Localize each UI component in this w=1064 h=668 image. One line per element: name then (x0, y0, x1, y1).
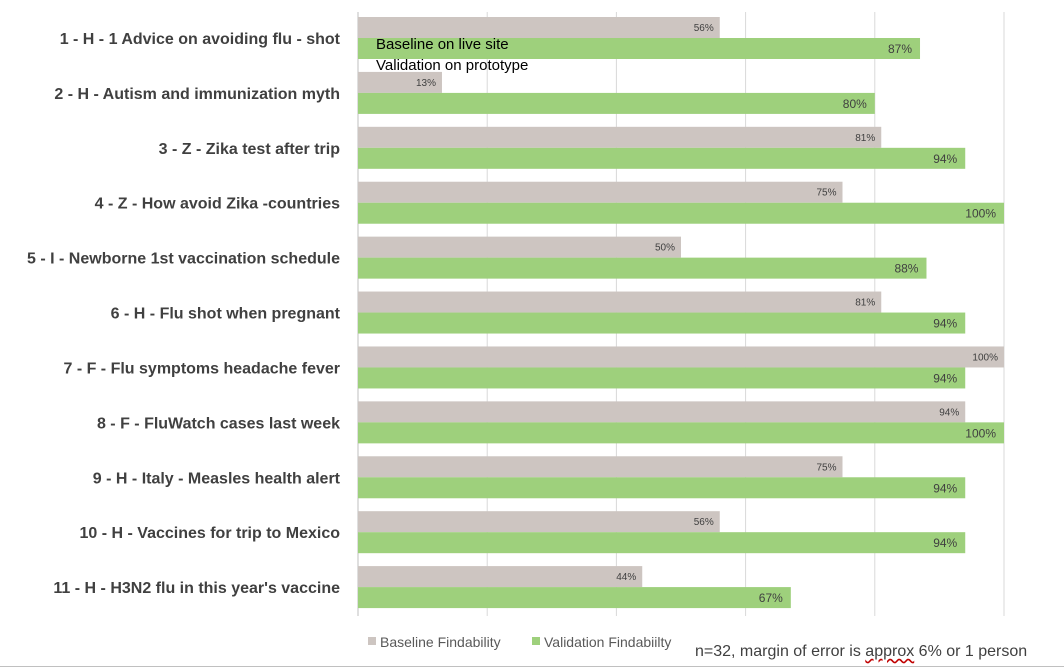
category-label: 5 - I - Newborne 1st vaccination schedul… (27, 251, 340, 268)
data-label-baseline: 13% (416, 78, 436, 89)
legend-swatch (532, 637, 540, 645)
category-label: 8 - F - FluWatch cases last week (97, 415, 340, 432)
data-label-validation: 94% (933, 536, 957, 550)
bar-validation (358, 38, 921, 59)
footnote-suffix: 6% or 1 person (914, 643, 1028, 660)
category-label: 7 - F - Flu symptoms headache fever (63, 360, 340, 377)
data-label-validation: 100% (965, 207, 996, 221)
bar-baseline (358, 401, 966, 423)
bars (358, 17, 1004, 609)
annotation-text: Baseline on live site (376, 36, 509, 53)
bar-validation (358, 587, 791, 609)
bar-baseline (358, 126, 882, 148)
bar-validation (358, 477, 966, 499)
data-label-baseline: 100% (972, 352, 998, 363)
data-label-validation: 80% (843, 97, 867, 111)
data-label-validation: 94% (933, 317, 957, 331)
data-label-baseline: 56% (694, 23, 714, 34)
legend-label: Baseline Findability (380, 634, 501, 650)
category-label: 4 - Z - How avoid Zika -countries (95, 196, 340, 213)
bar-validation (358, 312, 966, 334)
bar-baseline (358, 181, 843, 203)
data-label-validation: 94% (933, 481, 957, 495)
data-label-validation: 87% (888, 42, 912, 56)
data-label-baseline: 94% (939, 407, 959, 418)
bar-validation (358, 92, 875, 114)
annotation-text: Validation on prototype (376, 57, 528, 74)
category-label: 10 - H - Vaccines for trip to Mexico (79, 525, 340, 542)
category-label: 11 - H - H3N2 flu in this year's vaccine (53, 580, 340, 597)
annotations: Baseline on live site Validation on proto… (376, 36, 528, 74)
bar-validation (358, 367, 966, 389)
bar-validation (358, 202, 1004, 224)
footnote: n=32, margin of error is approx 6% or 1 … (695, 643, 1027, 661)
bar-baseline (358, 456, 843, 478)
bar-baseline (358, 17, 720, 38)
category-label: 2 - H - Autism and immunization myth (54, 86, 340, 103)
data-label-validation: 67% (759, 591, 783, 605)
bar-baseline (358, 511, 720, 533)
bar-validation (358, 257, 927, 279)
data-label-baseline: 75% (816, 188, 836, 199)
data-label-baseline: 81% (855, 133, 875, 144)
data-label-validation: 88% (894, 262, 918, 276)
footnote-underlined-word: approx (865, 643, 915, 660)
legend: Baseline Findability Validation Findabiil… (368, 634, 671, 650)
data-label-baseline: 50% (655, 243, 675, 254)
category-labels: 1 - H - 1 Advice on avoiding flu - shot 2… (27, 31, 341, 597)
data-label-validation: 94% (933, 152, 957, 166)
category-label: 6 - H - Flu shot when pregnant (111, 306, 341, 323)
data-label-validation: 100% (965, 426, 996, 440)
bar-baseline (358, 346, 1004, 368)
category-label: 3 - Z - Zika test after trip (159, 141, 341, 158)
bar-baseline (358, 71, 442, 93)
bar-validation (358, 532, 966, 554)
data-label-baseline: 75% (816, 462, 836, 473)
data-label-validation: 94% (933, 371, 957, 385)
legend-swatch (368, 637, 376, 645)
value-labels: 56% 87% 13% 80% 81% 94% 75% 100% 50% 88% 81% 94% 100… (416, 23, 998, 605)
footnote-prefix: n=32, margin of error is (695, 643, 866, 660)
footer-divider (0, 666, 1064, 667)
legend-label: Validation Findabiilty (544, 634, 671, 650)
bar-validation (358, 422, 1004, 444)
data-label-baseline: 81% (855, 298, 875, 309)
bar-validation (358, 147, 966, 169)
data-label-baseline: 44% (616, 572, 636, 583)
bar-baseline (358, 566, 643, 588)
bar-baseline (358, 291, 882, 313)
bar-baseline (358, 236, 681, 258)
category-label: 9 - H - Italy - Measles health alert (93, 470, 341, 487)
category-label: 1 - H - 1 Advice on avoiding flu - shot (60, 31, 341, 48)
data-label-baseline: 56% (694, 517, 714, 528)
